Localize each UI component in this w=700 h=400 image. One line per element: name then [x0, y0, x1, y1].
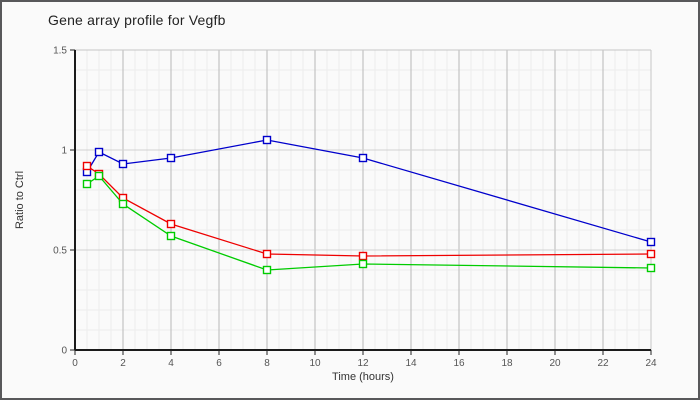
x-tick-label: 2 [120, 358, 126, 369]
series-marker-red [166, 219, 176, 229]
series-marker-green [262, 265, 272, 275]
y-tick-label: 0.5 [53, 246, 67, 257]
series-marker-green [94, 171, 104, 181]
x-axis-label: Time (hours) [332, 371, 394, 383]
chart-title: Gene array profile for Vegfb [48, 12, 226, 28]
x-tick-label: 12 [357, 358, 369, 369]
x-tick-label: 16 [453, 358, 465, 369]
series-marker-green [118, 199, 128, 209]
x-tick-label: 18 [501, 358, 513, 369]
series-marker-blue [166, 153, 176, 163]
x-tick-label: 8 [264, 358, 270, 369]
series-marker-green [646, 263, 656, 273]
series-marker-blue [118, 159, 128, 169]
x-tick-label: 4 [168, 358, 174, 369]
series-marker-red [262, 249, 272, 259]
y-tick-label: 1.5 [53, 46, 67, 57]
x-tick-label: 14 [405, 358, 417, 369]
series-marker-green [166, 231, 176, 241]
x-tick-label: 0 [72, 358, 78, 369]
y-tick-label: 0 [61, 346, 67, 357]
series-marker-blue [262, 135, 272, 145]
series-line-red [86, 165, 652, 257]
x-tick-label: 10 [309, 358, 321, 369]
series-marker-blue [358, 153, 368, 163]
series-marker-red [82, 161, 92, 171]
x-tick-label: 6 [216, 358, 222, 369]
x-tick-label: 22 [597, 358, 609, 369]
x-tick-label: 24 [645, 358, 657, 369]
series-marker-green [358, 259, 368, 269]
series-marker-red [646, 249, 656, 259]
x-tick-label: 20 [549, 358, 561, 369]
series-marker-green [82, 179, 92, 189]
series-marker-blue [94, 147, 104, 157]
series-marker-red [358, 251, 368, 261]
series-marker-blue [646, 237, 656, 247]
y-tick-label: 1 [61, 146, 67, 157]
